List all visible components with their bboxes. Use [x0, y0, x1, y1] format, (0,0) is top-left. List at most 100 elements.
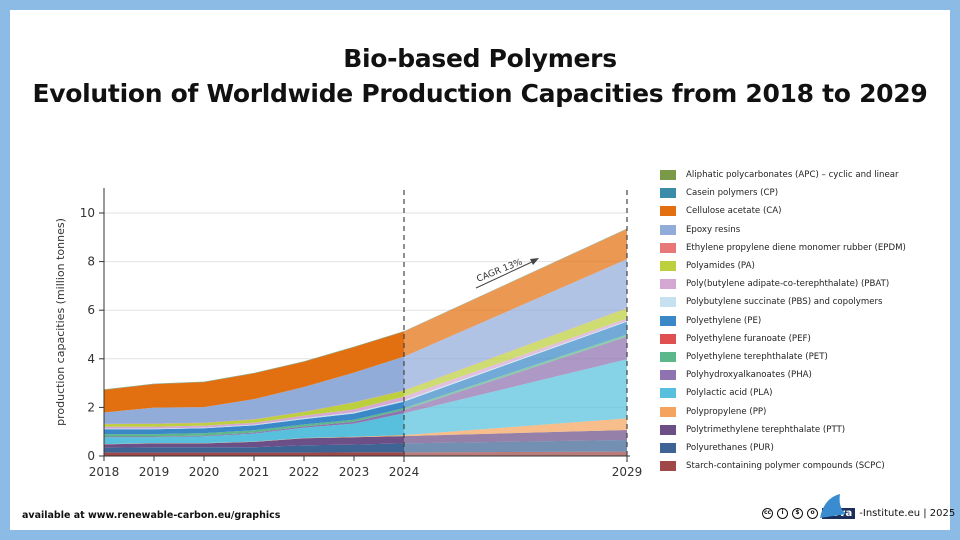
area-1-segment [304, 444, 354, 453]
legend-label: Starch-containing polymer compounds (SCP… [686, 461, 885, 472]
area-13-segment [354, 356, 404, 403]
area-14-segment [254, 361, 304, 400]
nc-icon: $ [792, 508, 803, 519]
area-3-segment [354, 435, 404, 438]
area-10-segment [154, 425, 204, 429]
area-12-segment [204, 419, 254, 423]
area-16-segment [254, 361, 304, 374]
area-14-segment [354, 331, 404, 373]
legend-item: Polyethylene terephthalate (PET) [660, 348, 906, 366]
area-5-segment [104, 436, 154, 438]
area-15-segment [154, 381, 204, 385]
source-link[interactable]: available at www.renewable-carbon.eu/gra… [22, 510, 281, 521]
area-16-segment [104, 383, 154, 390]
sa-icon: o [807, 508, 818, 519]
legend-label: Epoxy resins [686, 224, 741, 235]
legend-swatch [660, 279, 676, 290]
y-tick-label: 4 [87, 352, 95, 366]
legend-label: Poly(butylene adipate-co-terephthalate) … [686, 279, 890, 290]
legend-label: Polyhydroxyalkanoates (PHA) [686, 370, 812, 381]
area-0-segment [354, 452, 404, 456]
legend-item: Cellulose acetate (CA) [660, 202, 906, 220]
area-9-segment [104, 428, 154, 430]
area-6-segment [204, 430, 254, 436]
legend-swatch [660, 315, 676, 326]
area-2-segment [304, 437, 354, 446]
area-2-segment [204, 441, 254, 448]
area-9-segment [254, 418, 304, 426]
area-6-segment [104, 434, 154, 437]
area-12-segment [304, 402, 354, 413]
legend-swatch [660, 461, 676, 472]
area-4-segment [204, 433, 254, 444]
legend-item: Polytrimethylene terephthalate (PTT) [660, 421, 906, 439]
chart-title: Bio-based Polymers [343, 44, 617, 73]
nova-logo-swoosh [820, 494, 846, 518]
area-4-segment [254, 427, 304, 442]
area-2-segment [104, 443, 154, 448]
area-6-segment [304, 419, 354, 427]
legend-item: Polyurethanes (PUR) [660, 439, 906, 457]
area-0-segment [254, 452, 304, 456]
legend-item: Polyamides (PA) [660, 257, 906, 275]
area-1-segment [254, 445, 304, 453]
area-2-segment [404, 429, 627, 444]
y-tick-label: 2 [87, 400, 95, 414]
area-10-segment [404, 318, 627, 401]
area-0-segment [204, 452, 254, 456]
legend-swatch [660, 333, 676, 344]
legend-swatch [660, 206, 676, 217]
area-0-segment [304, 452, 354, 456]
legend-swatch [660, 224, 676, 235]
area-13-segment [254, 386, 304, 420]
area-10-segment [304, 409, 354, 419]
area-1-segment [154, 447, 204, 453]
area-3-segment [304, 436, 354, 439]
y-tick-label: 6 [87, 303, 95, 317]
area-6-segment [254, 424, 304, 433]
legend-label: Ethylene propylene diene monomer rubber … [686, 242, 906, 253]
legend-label: Polypropylene (PP) [686, 406, 767, 417]
area-4-segment [104, 437, 154, 445]
legend-label: Polyethylene furanoate (PEF) [686, 333, 811, 344]
area-2-segment [254, 438, 304, 448]
area-15-segment [104, 383, 154, 390]
area-6-segment [154, 433, 204, 437]
area-14-segment [204, 373, 254, 408]
legend-label: Aliphatic polycarbonates (APC) – cyclic … [686, 170, 899, 181]
area-11-segment [304, 402, 354, 416]
legend-label: Polybutylene succinate (PBS) and copolym… [686, 297, 883, 308]
legend-item: Polypropylene (PP) [660, 402, 906, 420]
area-16-segment [204, 372, 254, 382]
legend-swatch [660, 424, 676, 435]
area-3-segment [104, 443, 154, 445]
legend-item: Casein polymers (CP) [660, 184, 906, 202]
area-15-segment [354, 331, 404, 348]
area-16-segment [154, 381, 204, 384]
area-3-segment [404, 418, 627, 437]
area-8-segment [104, 429, 154, 435]
chart-subtitle: Evolution of Worldwide Production Capaci… [32, 79, 928, 108]
area-16-segment [404, 228, 627, 332]
area-8-segment [154, 428, 204, 435]
legend-item: Ethylene propylene diene monomer rubber … [660, 239, 906, 257]
area-12-segment [404, 308, 627, 391]
legend-label: Polyethylene terephthalate (PET) [686, 351, 828, 362]
area-3-segment [204, 441, 254, 444]
cagr-arrowhead [530, 258, 539, 265]
area-15-segment [204, 373, 254, 383]
area-13-segment [304, 372, 354, 412]
legend-swatch [660, 242, 676, 253]
x-tick-label: 2023 [339, 465, 370, 479]
area-5-segment [154, 435, 204, 438]
area-5-segment [254, 426, 304, 434]
legend-item: Starch-containing polymer compounds (SCP… [660, 457, 906, 475]
legend-swatch [660, 261, 676, 272]
legend-swatch [660, 188, 676, 199]
x-tick-label: 2021 [239, 465, 270, 479]
area-5-segment [204, 432, 254, 437]
x-tick-label: 2019 [139, 465, 170, 479]
area-13-segment [154, 407, 204, 424]
area-8-segment [304, 413, 354, 425]
